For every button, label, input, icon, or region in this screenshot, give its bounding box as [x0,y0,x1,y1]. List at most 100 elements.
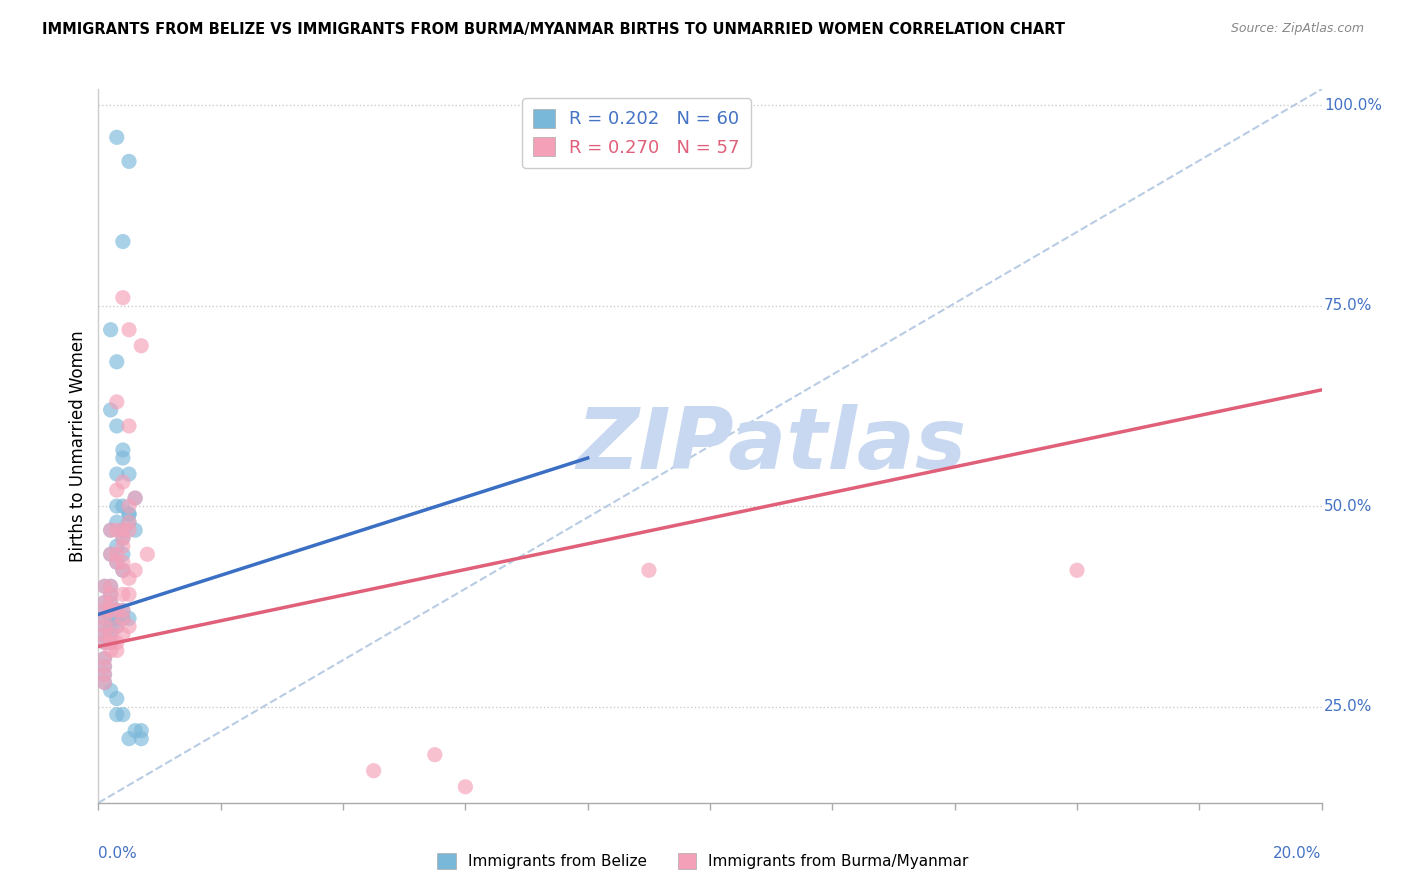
Point [423,747,446,762]
Point [93,651,115,665]
Point [111,523,134,537]
Point [105,547,128,561]
Point [105,603,128,617]
Point [118,467,141,481]
Point [124,523,146,537]
Point [105,643,128,657]
Point [105,707,128,722]
Point [93,595,115,609]
Point [105,130,128,145]
Point [100,403,122,417]
Point [111,523,134,537]
Point [118,515,141,529]
Point [105,555,128,569]
Point [105,483,128,497]
Point [111,587,134,601]
Point [105,395,128,409]
Point [100,603,122,617]
Point [100,627,122,641]
Point [100,587,122,601]
Point [111,611,134,625]
Point [93,603,115,617]
Point [100,627,122,641]
Point [93,651,115,665]
Point [136,547,159,561]
Point [93,619,115,633]
Point [100,579,122,593]
Point [93,595,115,609]
Point [111,442,134,457]
Point [637,563,661,577]
Point [100,611,122,625]
Point [129,339,152,353]
Point [105,515,128,529]
Text: 50.0%: 50.0% [1324,499,1372,514]
Point [100,619,122,633]
Point [118,499,141,513]
Point [93,659,115,673]
Point [124,491,146,505]
Point [111,627,134,641]
Point [93,603,115,617]
Point [363,764,385,778]
Legend: Immigrants from Belize, Immigrants from Burma/Myanmar: Immigrants from Belize, Immigrants from … [432,847,974,875]
Point [111,603,134,617]
Point [100,643,122,657]
Point [129,723,152,738]
Point [100,635,122,649]
Point [111,531,134,545]
Point [124,723,146,738]
Point [129,731,152,746]
Point [105,603,128,617]
Point [105,555,128,569]
Point [111,450,134,465]
Point [93,675,115,690]
Point [118,611,141,625]
Point [105,467,128,481]
Point [93,579,115,593]
Point [100,587,122,601]
Point [111,539,134,553]
Point [100,523,122,537]
Text: 20.0%: 20.0% [1274,846,1322,861]
Point [93,667,115,681]
Point [111,563,134,577]
Point [111,547,134,561]
Point [100,547,122,561]
Point [93,611,115,625]
Point [118,323,141,337]
Point [100,603,122,617]
Point [100,683,122,698]
Point [93,667,115,681]
Point [93,635,115,649]
Point [118,523,141,537]
Point [124,563,146,577]
Y-axis label: Births to Unmarried Women: Births to Unmarried Women [69,330,87,562]
Point [105,355,128,369]
Point [111,611,134,625]
Point [118,507,141,521]
Point [93,619,115,633]
Point [105,635,128,649]
Point [124,491,146,505]
Point [111,291,134,305]
Point [100,547,122,561]
Text: ZIPatlas: ZIPatlas [576,404,966,488]
Point [118,619,141,633]
Text: IMMIGRANTS FROM BELIZE VS IMMIGRANTS FROM BURMA/MYANMAR BIRTHS TO UNMARRIED WOME: IMMIGRANTS FROM BELIZE VS IMMIGRANTS FRO… [42,22,1066,37]
Point [111,475,134,489]
Point [111,531,134,545]
Point [100,579,122,593]
Point [118,587,141,601]
Point [111,563,134,577]
Point [118,515,141,529]
Point [118,507,141,521]
Point [118,154,141,169]
Point [93,579,115,593]
Point [105,619,128,633]
Point [93,627,115,641]
Point [105,611,128,625]
Point [100,595,122,609]
Point [118,419,141,434]
Point [100,635,122,649]
